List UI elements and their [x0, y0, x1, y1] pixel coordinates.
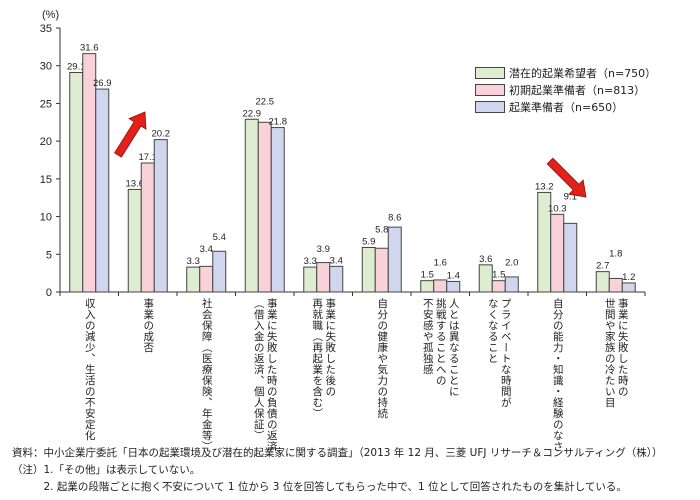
data-label: 1.5: [421, 270, 434, 281]
data-label: 2.0: [505, 258, 518, 269]
legend: 潜在的起業希望者（n=750） 初期起業準備者（n=813） 起業準備者（n=650…: [475, 64, 656, 115]
data-label: 31.6: [80, 43, 99, 54]
legend-swatch: [475, 100, 505, 113]
bar: [374, 247, 389, 293]
data-label: 26.9: [93, 78, 112, 89]
legend-label: 初期起業準備者（n=813）: [509, 83, 646, 97]
note-1: （注）1.「その他」は表示していない。: [12, 464, 201, 476]
y-tick-label: 30: [40, 61, 52, 73]
legend-swatch: [475, 66, 505, 79]
y-tick-label: 35: [40, 23, 52, 35]
bar: [504, 276, 519, 293]
category-label: 人とは異なることに 挑戦することへの 不安感や孤独感: [421, 298, 460, 397]
bar: [387, 226, 402, 293]
bar: [329, 265, 344, 293]
y-tick-label: 10: [40, 212, 52, 224]
bar: [140, 162, 155, 293]
bar: [82, 53, 97, 293]
bar: [433, 279, 448, 293]
legend-label: 起業準備者（n=650）: [509, 100, 624, 114]
y-axis-label: (%): [42, 9, 59, 21]
category-label: プライベートな時間が なくなること: [486, 298, 512, 408]
data-label: 3.4: [330, 255, 343, 266]
bar: [550, 213, 565, 293]
category-label: 事業に失敗した時の 世間や家族の冷たい目: [603, 298, 629, 408]
data-label: 13.6: [126, 178, 145, 189]
bar: [316, 262, 331, 293]
bar: [69, 72, 84, 293]
data-label: 10.3: [548, 203, 567, 214]
category-label: 自分の健康や気力の持続: [376, 298, 389, 419]
legend-swatch: [475, 83, 505, 96]
y-tick-label: 25: [40, 98, 52, 110]
data-label: 21.8: [269, 117, 288, 128]
y-tick-label: 20: [40, 136, 52, 148]
data-label: 9.1: [564, 191, 577, 202]
bar: [478, 264, 493, 293]
bar: [127, 188, 142, 293]
data-label: 5.4: [213, 232, 226, 243]
bar: [270, 127, 285, 293]
bar: [420, 280, 435, 293]
red-arrow-up: [114, 111, 147, 158]
data-label: 2.7: [596, 261, 609, 272]
legend-item: 起業準備者（n=650）: [475, 98, 656, 115]
red-arrow-down: [546, 157, 587, 198]
data-label: 5.8: [375, 224, 388, 235]
data-label: 8.6: [388, 212, 401, 223]
data-label: 29.1: [67, 62, 86, 73]
bar: [563, 222, 578, 293]
data-label: 13.2: [535, 181, 554, 192]
data-label: 1.2: [622, 272, 635, 283]
data-label: 5.9: [362, 236, 375, 247]
data-label: 20.2: [152, 129, 171, 140]
bar: [199, 265, 214, 293]
data-label: 1.5: [492, 270, 505, 281]
bar: [491, 280, 506, 293]
bar: [212, 250, 227, 293]
bar: [608, 277, 623, 293]
data-label: 22.5: [256, 96, 275, 107]
bar: [244, 118, 259, 293]
bar: [621, 282, 636, 293]
y-tick-label: 5: [46, 249, 52, 261]
data-label: 3.9: [317, 244, 330, 255]
source-note: 資料：中小企業庁委託「日本の起業環境及び潜在的起業家に関する調査」（2013 年…: [12, 447, 663, 459]
category-label: 事業に失敗した時の負債の返済 （借入金の返済、個人保証）: [252, 298, 278, 452]
bar: [153, 139, 168, 293]
data-label: 22.9: [243, 108, 262, 119]
data-label: 3.3: [304, 256, 317, 267]
data-label: 3.3: [187, 256, 200, 267]
category-label: 収入の減少、生活の不安定化: [83, 298, 96, 441]
legend-item: 潜在的起業希望者（n=750）: [475, 64, 656, 81]
bar: [446, 280, 461, 293]
bar: [257, 121, 272, 293]
category-label: 事業に失敗した後の 再就職（再起業を含む）: [311, 298, 337, 419]
data-label: 3.6: [479, 254, 492, 265]
bar: [595, 271, 610, 293]
data-label: 1.4: [447, 270, 460, 281]
bar: [361, 246, 376, 293]
category-label: 事業の成否: [142, 298, 155, 353]
y-tick-label: 0: [46, 287, 52, 299]
y-tick-label: 15: [40, 174, 52, 186]
legend-item: 初期起業準備者（n=813）: [475, 81, 656, 98]
bar: [186, 266, 201, 293]
bar: [303, 266, 318, 293]
data-label: 3.4: [200, 244, 213, 255]
legend-label: 潜在的起業希望者（n=750）: [509, 66, 657, 80]
data-label: 1.8: [609, 249, 622, 260]
note-2: 2. 起業の段階ごとに抱く不安について 1 位から 3 位を回答してもらった中で…: [12, 481, 627, 493]
category-label: 社会保障（医療保険、年金等）: [200, 298, 213, 452]
bar: [95, 88, 110, 293]
category-label: 自分の能力・知識・経験のなさ: [551, 298, 564, 452]
notes: 資料：中小企業庁委託「日本の起業環境及び潜在的起業家に関する調査」（2013 年…: [12, 445, 662, 496]
data-label: 1.6: [434, 258, 447, 269]
data-label: 17.1: [139, 152, 158, 163]
